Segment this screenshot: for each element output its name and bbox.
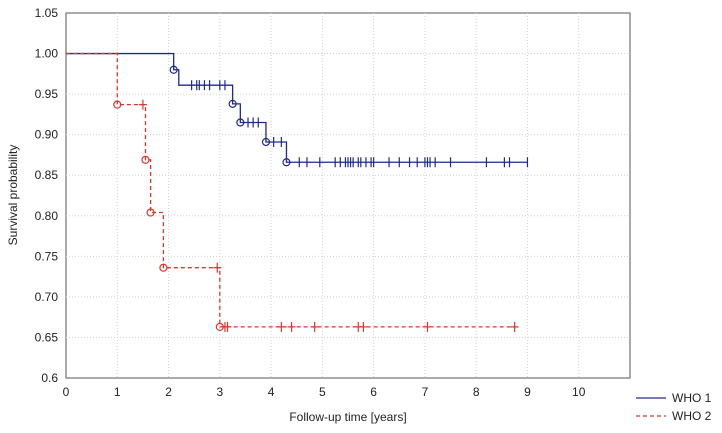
legend-label-who-1: WHO 1: [672, 391, 712, 405]
y-tick-label: 1.05: [35, 6, 59, 20]
survival-curve-2: [66, 52, 515, 328]
series-1: [66, 52, 529, 168]
censor-mark: [223, 321, 232, 332]
censor-mark: [138, 99, 147, 110]
event-marker: [169, 65, 178, 74]
y-axis-title: Survival probability: [6, 145, 20, 246]
censor-mark: [310, 321, 319, 332]
x-axis-ticks: 0 1 2 3 4 5 6 7 8 9 10: [63, 385, 586, 399]
x-tick-label: 2: [165, 385, 172, 399]
x-tick-label: 4: [268, 385, 275, 399]
x-tick-label: 9: [524, 385, 531, 399]
censor-mark: [277, 321, 286, 332]
x-tick-label: 0: [63, 385, 70, 399]
x-axis-title: Follow-up time [years]: [289, 410, 406, 424]
event-marker: [141, 155, 150, 164]
event-marker: [146, 208, 155, 217]
censor-mark: [213, 262, 222, 273]
y-tick-label: 0.80: [35, 209, 59, 223]
censor-mark: [359, 321, 368, 332]
x-tick-label: 3: [216, 385, 223, 399]
censor-mark: [287, 321, 296, 332]
y-tick-label: 0.65: [35, 330, 59, 344]
legend: WHO 1 WHO 2: [636, 391, 712, 423]
y-tick-label: 0.85: [35, 168, 59, 182]
series-layer: [66, 52, 529, 332]
x-tick-label: 5: [319, 385, 326, 399]
y-tick-label: 1.00: [35, 47, 59, 61]
series-2: [66, 52, 519, 332]
plot-area: [65, 12, 631, 379]
event-marker: [228, 99, 237, 108]
event-marker: [236, 118, 245, 127]
legend-label-who-2: WHO 2: [672, 409, 712, 423]
event-marker: [261, 137, 271, 147]
censor-mark: [510, 321, 519, 332]
censor-mark: [423, 321, 432, 332]
y-tick-label: 0.70: [35, 290, 59, 304]
y-tick-label: 0.90: [35, 128, 59, 142]
x-tick-label: 10: [572, 385, 586, 399]
y-tick-label: 0.95: [35, 87, 59, 101]
x-tick-label: 6: [370, 385, 377, 399]
y-tick-label: 0.6: [41, 371, 58, 385]
x-tick-label: 8: [473, 385, 480, 399]
x-tick-label: 1: [114, 385, 121, 399]
event-marker: [113, 100, 122, 109]
y-axis-ticks: 1.05 1.00 0.95 0.90 0.85 0.80 0.75 0.70 0.65 0.6: [35, 6, 59, 385]
event-marker: [159, 263, 168, 272]
y-tick-label: 0.75: [35, 249, 59, 263]
event-marker: [282, 158, 291, 167]
x-tick-label: 7: [422, 385, 429, 399]
